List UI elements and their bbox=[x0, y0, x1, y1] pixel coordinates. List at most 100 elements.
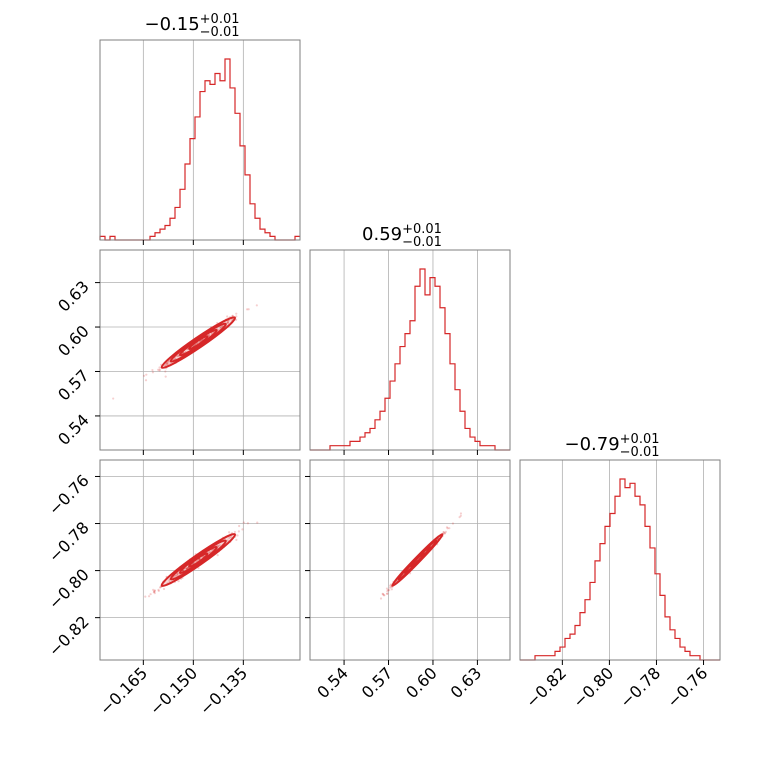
scatter-panel-0-1-sample-point bbox=[226, 322, 229, 325]
scatter-panel-0-1-sample-point bbox=[246, 308, 249, 311]
hist-panel-0: −0.15+0.01 −0.01 bbox=[99, 12, 301, 245]
hist-panel-0-histogram-line bbox=[99, 58, 300, 241]
scatter-panel-0-1-sample-point bbox=[226, 321, 229, 324]
scatter-panel-0-2-sample-point bbox=[157, 588, 160, 591]
scatter-panel-0-1-sample-point bbox=[196, 341, 200, 344]
hist-panel-1-title-median: 0.59 bbox=[362, 224, 402, 245]
scatter-panel-0-1-sample-point bbox=[151, 371, 155, 374]
scatter-panel-0-2-sample-point bbox=[216, 554, 219, 557]
scatter-panel-1-2-sample-point bbox=[445, 526, 449, 529]
hist-panel-2-frame bbox=[519, 459, 721, 661]
scatter-panel-0-2-sample-point bbox=[152, 588, 155, 591]
scatter-panel-1-2-sample-point bbox=[382, 594, 385, 597]
scatter-panel-1-2-sample-point bbox=[381, 592, 384, 595]
scatter-panel-0-1-density-fill bbox=[161, 317, 236, 368]
scatter-panel-0-2-sample-point bbox=[176, 572, 179, 575]
scatter-panel-0-1-sample-point bbox=[231, 314, 234, 317]
scatter-panel-0-2-sample-point bbox=[186, 567, 189, 570]
scatter-panel-0-2-contour-1 bbox=[178, 545, 218, 575]
scatter-panel-1-2-sample-point bbox=[388, 588, 391, 592]
scatter-panel-0-1-sample-point bbox=[247, 308, 250, 311]
scatter-panel-0-2-density-fill bbox=[161, 533, 236, 587]
scatter-panel-0-2-sample-point bbox=[144, 595, 147, 598]
scatter-panel-0-2-xtick-label-0: −0.165 bbox=[96, 663, 151, 718]
scatter-panel-0-1-sample-point bbox=[226, 321, 230, 324]
scatter-panel-0-1-sample-point bbox=[165, 361, 169, 364]
scatter-panel-1-2-sample-point bbox=[459, 512, 463, 515]
hist-panel-1-title-plus: +0.01 bbox=[402, 222, 442, 237]
scatter-panel-1-2-sample-point bbox=[459, 514, 462, 517]
scatter-panel-0-2-sample-point bbox=[152, 590, 156, 594]
scatter-panel-0-2-frame bbox=[99, 459, 301, 661]
scatter-panel-0-1-sample-point bbox=[208, 334, 211, 337]
scatter-panel-0-1-sample-point bbox=[145, 373, 148, 376]
hist-panel-0-title: −0.15+0.01 −0.01 bbox=[144, 12, 239, 40]
scatter-panel-0-2-sample-point bbox=[177, 580, 180, 583]
scatter-panel-1-2-sample-point bbox=[381, 593, 385, 596]
scatter-panel-0-1-ytick-label-1: 0.57 bbox=[54, 366, 93, 405]
scatter-panel-0-1-sample-point bbox=[226, 315, 229, 318]
scatter-panel-0-2-contour-2 bbox=[169, 539, 227, 581]
hist-panel-0-title-plus: +0.01 bbox=[200, 12, 240, 27]
scatter-panel-1-2-sample-point bbox=[385, 587, 389, 590]
hist-panel-1-frame bbox=[309, 249, 511, 451]
hist-panel-2-xtick-label-2: −0.78 bbox=[616, 663, 664, 711]
scatter-panel-0-2-sample-point bbox=[195, 560, 198, 563]
scatter-panel-0-2: −0.165−0.150−0.135 −0.82−0.80−0.78−0.76 bbox=[45, 459, 301, 719]
scatter-panel-1-2-sample-point bbox=[386, 592, 389, 595]
scatter-panel-0-1: 0.54 0.57 0.60 0.63 bbox=[54, 249, 301, 455]
scatter-panel-0-1-sample-point bbox=[166, 361, 169, 364]
scatter-panel-1-2-sample-point bbox=[388, 586, 392, 589]
scatter-panel-1-2-contour-3 bbox=[391, 533, 444, 587]
scatter-panel-0-2-xtick-label-2: −0.135 bbox=[196, 663, 251, 718]
scatter-panel-1-2-sample-point bbox=[448, 527, 451, 530]
hist-panel-1-title-minus: −0.01 bbox=[402, 235, 442, 250]
scatter-panel-0-2-sample-point bbox=[241, 528, 244, 531]
scatter-panel-0-1-sample-point bbox=[164, 375, 167, 378]
scatter-panel-0-2-sample-point bbox=[228, 536, 231, 539]
scatter-panel-0-1-sample-point bbox=[166, 362, 169, 365]
hist-panel-2-histogram-line bbox=[520, 478, 720, 661]
scatter-panel-0-2-sample-point bbox=[176, 572, 179, 576]
scatter-panel-0-1-sample-point bbox=[226, 320, 230, 323]
scatter-panel-0-2-sample-point bbox=[227, 531, 231, 534]
scatter-panel-0-1-sample-point bbox=[158, 369, 161, 372]
scatter-panel-1-2-xtick-label-0: 0.54 bbox=[313, 663, 352, 702]
hist-panel-0-title-minus: −0.01 bbox=[200, 25, 240, 40]
scatter-panel-0-2-ytick-label-1: −0.80 bbox=[45, 565, 93, 613]
scatter-panel-0-1-sample-point bbox=[164, 370, 167, 373]
scatter-panel-0-2-sample-point bbox=[157, 589, 160, 592]
scatter-panel-0-2-sample-point bbox=[153, 589, 156, 592]
scatter-panel-0-1-contour-1 bbox=[178, 328, 218, 357]
scatter-panel-0-2-sample-point bbox=[153, 590, 156, 593]
scatter-panel-0-2-sample-point bbox=[185, 567, 188, 570]
scatter-panel-0-2-sample-point bbox=[238, 524, 241, 528]
scatter-panel-0-2-sample-point bbox=[246, 522, 250, 525]
scatter-panel-0-1-frame bbox=[99, 249, 301, 451]
scatter-panel-1-2-sample-point bbox=[386, 589, 390, 592]
scatter-panel-0-1-sample-point bbox=[231, 318, 234, 321]
scatter-panel-0-2-sample-point bbox=[174, 574, 178, 577]
scatter-panel-0-2-ytick-label-2: −0.78 bbox=[45, 518, 93, 566]
scatter-panel-0-1-ytick-label-3: 0.63 bbox=[54, 277, 93, 316]
scatter-panel-1-2-frame bbox=[309, 459, 511, 661]
hist-panel-0-title-median: −0.15 bbox=[144, 14, 199, 35]
scatter-panel-0-1-sample-point bbox=[235, 315, 238, 318]
scatter-panel-0-2-sample-point bbox=[233, 530, 237, 534]
hist-panel-2-title-minus: −0.01 bbox=[620, 445, 660, 460]
scatter-panel-1-2-sample-point bbox=[451, 522, 455, 525]
scatter-panel-1-2-sample-point bbox=[390, 588, 393, 591]
scatter-panel-0-2-sample-point bbox=[235, 538, 238, 542]
scatter-panel-1-2-sample-point bbox=[379, 597, 383, 600]
hist-panel-1: 0.59+0.01 −0.01 bbox=[309, 222, 511, 455]
scatter-panel-0-2-sample-point bbox=[153, 589, 156, 592]
hist-panel-2-title-plus: +0.01 bbox=[620, 432, 660, 447]
scatter-panel-0-2-sample-point bbox=[168, 579, 171, 582]
hist-panel-2-xtick-label-1: −0.80 bbox=[569, 663, 617, 711]
scatter-panel-0-2-sample-point bbox=[158, 586, 162, 589]
scatter-panel-0-1-sample-point bbox=[144, 379, 148, 382]
scatter-panel-1-2-sample-point bbox=[442, 531, 445, 534]
scatter-panel-1-2-sample-point bbox=[458, 516, 461, 519]
scatter-panel-1-2-sample-point bbox=[444, 530, 447, 533]
scatter-panel-1-2-sample-point bbox=[386, 590, 389, 593]
